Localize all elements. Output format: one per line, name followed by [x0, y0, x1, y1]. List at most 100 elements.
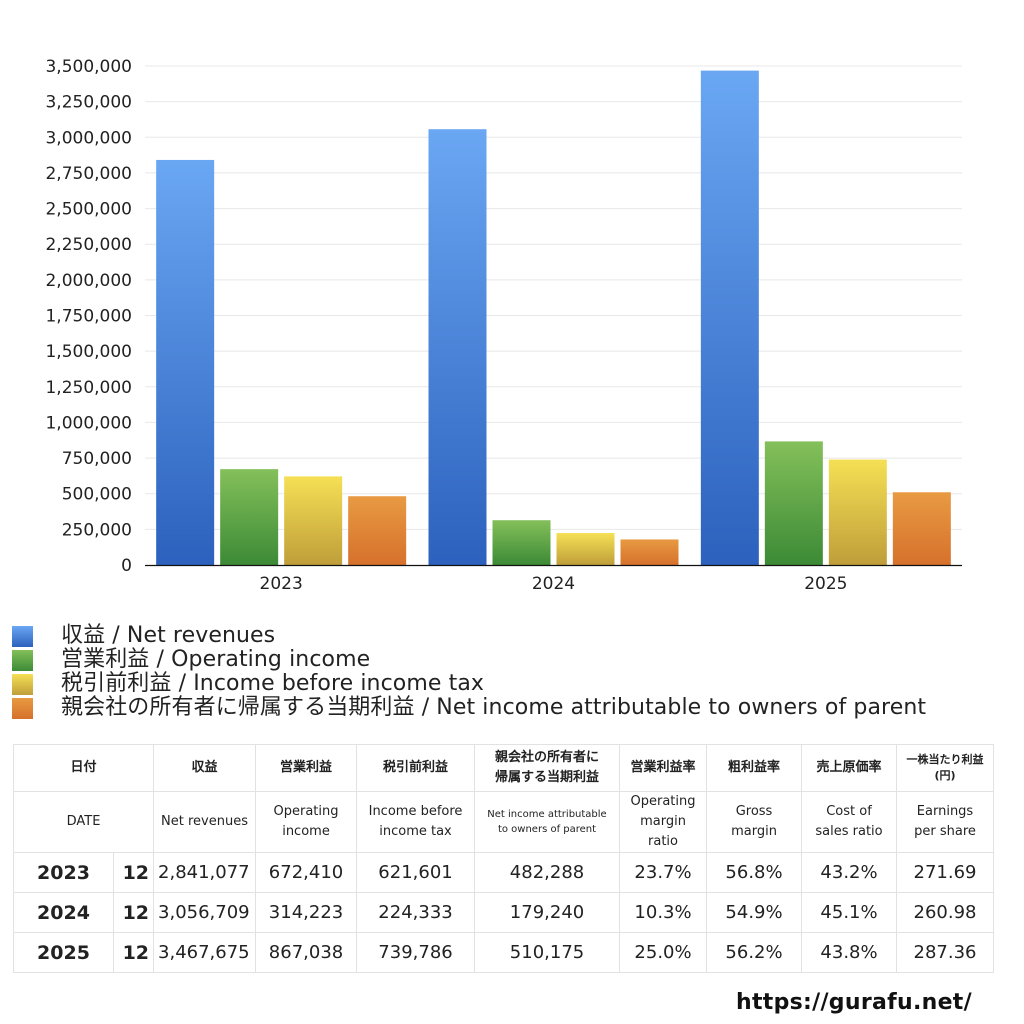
header-net-income-en-text: Net income attributable to owners of par… [487, 809, 607, 835]
y-tick-label: 250,000 [62, 520, 132, 540]
cell-pretax-income: 739,786 [356, 932, 476, 973]
bar-2024-series-2 [556, 533, 615, 565]
header-gross-margin-en: Gross margin [706, 791, 803, 853]
y-tick-label: 750,000 [62, 449, 132, 469]
header-eps-en: Earnings per share [896, 791, 995, 853]
y-tick-label: 3,500,000 [45, 57, 132, 77]
cell-operating-income: 867,038 [255, 932, 358, 973]
header-revenue-en: Net revenues [153, 791, 257, 853]
bar-2023-series-0 [156, 159, 215, 565]
legend: 収益 / Net revenues 営業利益 / Operating incom… [12, 624, 926, 720]
cell-net-income: 482,288 [474, 852, 621, 893]
bar-2024-series-0 [428, 129, 487, 566]
header-operating-margin-en: Operating margin ratio [619, 791, 708, 853]
cell-revenue: 2,841,077 [153, 852, 257, 893]
cell-net-income: 179,240 [474, 892, 621, 933]
cell-operating-income: 672,410 [255, 852, 358, 893]
cell-gross-margin: 56.2% [706, 932, 803, 973]
header-operating-margin-en-text: Operating margin ratio [630, 794, 696, 849]
cell-month: 12 [112, 892, 155, 933]
y-tick-label: 0 [121, 556, 132, 576]
header-gross-margin-jp: 粗利益率 [706, 744, 803, 792]
cell-eps: 271.69 [896, 852, 995, 893]
source-url[interactable]: https://gurafu.net/ [736, 990, 972, 1015]
header-date-en: DATE [12, 791, 155, 853]
y-tick-label: 500,000 [62, 485, 132, 505]
header-pretax-income-en-text: Income before income tax [368, 804, 463, 839]
y-tick-label: 2,000,000 [45, 271, 132, 291]
cell-month: 12 [112, 932, 155, 973]
header-eps-jp: 一株当たり利益(円) [896, 744, 995, 792]
bar-2024-series-1 [492, 520, 551, 565]
bar-2024-series-3 [620, 539, 679, 565]
cell-operating-income: 314,223 [255, 892, 358, 933]
header-revenue-jp: 収益 [153, 744, 257, 792]
y-tick-label: 2,250,000 [45, 235, 132, 255]
cell-year: 2024 [13, 892, 114, 933]
cell-gross-margin: 54.9% [706, 892, 803, 933]
legend-label: 税引前利益 / Income before income tax [61, 671, 485, 696]
header-cost-ratio-en: Cost of sales ratio [801, 791, 898, 853]
cell-gross-margin: 56.8% [706, 852, 803, 893]
header-operating-income-jp: 営業利益 [255, 744, 358, 792]
header-cost-ratio-en-text: Cost of sales ratio [815, 804, 883, 839]
bars [156, 70, 951, 566]
legend-item-pretax-income: 税引前利益 / Income before income tax [12, 672, 926, 696]
y-tick-label: 2,500,000 [45, 200, 132, 220]
cell-revenue: 3,056,709 [153, 892, 257, 933]
header-eps-en-text: Earnings per share [914, 804, 976, 839]
header-net-income-en: Net income attributable to owners of par… [474, 791, 621, 853]
legend-label: 営業利益 / Operating income [61, 647, 371, 672]
header-date-jp: 日付 [12, 744, 155, 792]
cell-revenue: 3,467,675 [153, 932, 257, 973]
y-tick-label: 1,250,000 [45, 378, 132, 398]
header-gross-margin-en-text: Gross margin [731, 804, 777, 839]
y-tick-label: 1,500,000 [45, 342, 132, 362]
legend-item-operating-income: 営業利益 / Operating income [12, 648, 926, 672]
legend-swatch-net-revenues [12, 625, 33, 647]
cell-pretax-income: 621,601 [356, 852, 476, 893]
header-operating-income-en: Operating income [255, 791, 358, 853]
legend-swatch-pretax-income [12, 673, 33, 695]
header-pretax-income-jp: 税引前利益 [356, 744, 476, 792]
legend-item-net-income: 親会社の所有者に帰属する当期利益 / Net income attributab… [12, 696, 926, 720]
header-operating-margin-jp: 営業利益率 [619, 744, 708, 792]
header-row-en: DATE Net revenues Operating income Incom… [12, 791, 995, 853]
y-tick-label: 1,750,000 [45, 307, 132, 327]
cell-operating-margin: 23.7% [619, 852, 708, 893]
bar-2025-series-0 [700, 70, 759, 566]
cell-year: 2023 [13, 852, 114, 893]
y-tick-label: 1,000,000 [45, 413, 132, 433]
cell-month: 12 [112, 852, 155, 893]
cell-year: 2025 [13, 932, 114, 973]
cell-cost-ratio: 43.8% [801, 932, 898, 973]
x-axis-ticks: 2023 2024 2025 [260, 574, 848, 594]
table-row: 2025 12 3,467,675 867,038 739,786 510,17… [13, 932, 995, 973]
y-tick-label: 3,250,000 [45, 93, 132, 113]
cell-cost-ratio: 43.2% [801, 852, 898, 893]
header-eps-jp-text: 一株当たり利益(円) [906, 753, 984, 782]
bar-2023-series-2 [284, 476, 343, 565]
bar-2023-series-3 [348, 496, 407, 565]
financial-table: 日付 収益 営業利益 税引前利益 親会社の所有者に帰属する当期利益 営業利益率 … [12, 744, 995, 973]
legend-label: 収益 / Net revenues [61, 623, 276, 648]
table-row: 2024 12 3,056,709 314,223 224,333 179,24… [13, 892, 995, 933]
legend-swatch-net-income [12, 697, 33, 719]
x-tick-label: 2025 [804, 574, 847, 594]
legend-swatch-operating-income [12, 649, 33, 671]
bar-2025-series-1 [764, 441, 823, 565]
table-row: 2023 12 2,841,077 672,410 621,601 482,28… [13, 852, 995, 893]
cell-eps: 260.98 [896, 892, 995, 933]
gridlines [145, 65, 962, 530]
bar-2023-series-1 [220, 469, 279, 565]
y-axis-ticks: 0 250,000 500,000 750,000 1,000,000 1,250,000… [45, 57, 132, 576]
x-tick-label: 2023 [260, 574, 303, 594]
cell-cost-ratio: 45.1% [801, 892, 898, 933]
header-net-income-jp: 親会社の所有者に帰属する当期利益 [474, 744, 621, 792]
header-row-jp: 日付 収益 営業利益 税引前利益 親会社の所有者に帰属する当期利益 営業利益率 … [12, 744, 995, 792]
cell-operating-margin: 10.3% [619, 892, 708, 933]
x-tick-label: 2024 [532, 574, 575, 594]
cell-net-income: 510,175 [474, 932, 621, 973]
cell-operating-margin: 25.0% [619, 932, 708, 973]
cell-pretax-income: 224,333 [356, 892, 476, 933]
